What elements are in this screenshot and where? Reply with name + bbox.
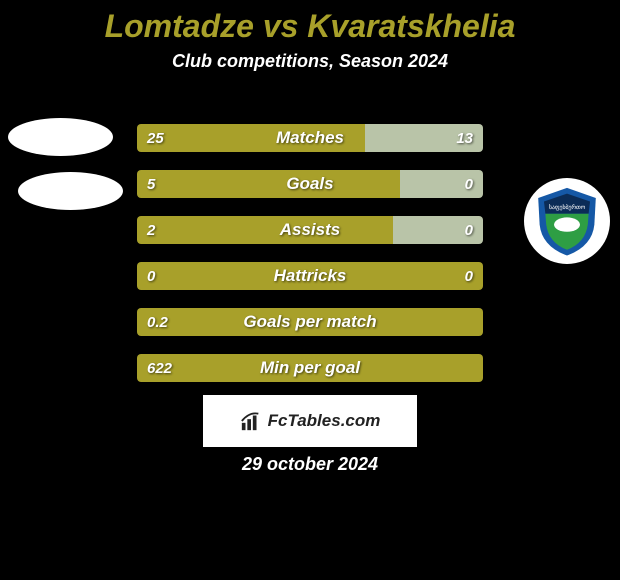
stat-label: Goals [137, 170, 483, 198]
stat-label: Matches [137, 124, 483, 152]
player-left-badge-2 [18, 172, 123, 210]
stat-value-left: 5 [137, 170, 165, 198]
fctables-logo-icon [240, 410, 262, 432]
stat-value-left: 0.2 [137, 308, 178, 336]
page-title: Lomtadze vs Kvaratskhelia [0, 0, 620, 45]
stat-row: Goals per match0.2 [137, 308, 483, 336]
stat-label: Hattricks [137, 262, 483, 290]
stat-value-left: 622 [137, 354, 182, 382]
stat-value-right: 0 [455, 170, 483, 198]
comparison-bars: Matches2513Goals50Assists20Hattricks00Go… [137, 124, 483, 400]
stat-row: Matches25 13 [137, 124, 483, 152]
player-left-badge-1 [8, 118, 113, 156]
stat-label: Min per goal [137, 354, 483, 382]
stat-value-right: 0 [455, 216, 483, 244]
stat-row: Min per goal622 [137, 354, 483, 382]
brand-text: FcTables.com [268, 411, 381, 431]
page-subtitle: Club competitions, Season 2024 [0, 51, 620, 72]
stat-label: Assists [137, 216, 483, 244]
stat-row: Goals5 0 [137, 170, 483, 198]
stat-value-left: 0 [137, 262, 165, 290]
club-crest-icon: საფეხბურთო [531, 185, 603, 257]
stat-row: Hattricks0 0 [137, 262, 483, 290]
player-right-badge: საფეხბურთო [524, 178, 610, 264]
stat-value-right: 13 [446, 124, 483, 152]
brand-footer: FcTables.com [203, 395, 417, 447]
footer-date: 29 october 2024 [0, 454, 620, 475]
stat-value-right: 0 [455, 262, 483, 290]
stat-row: Assists2 0 [137, 216, 483, 244]
stat-value-left: 25 [137, 124, 174, 152]
stat-label: Goals per match [137, 308, 483, 336]
stat-value-left: 2 [137, 216, 165, 244]
